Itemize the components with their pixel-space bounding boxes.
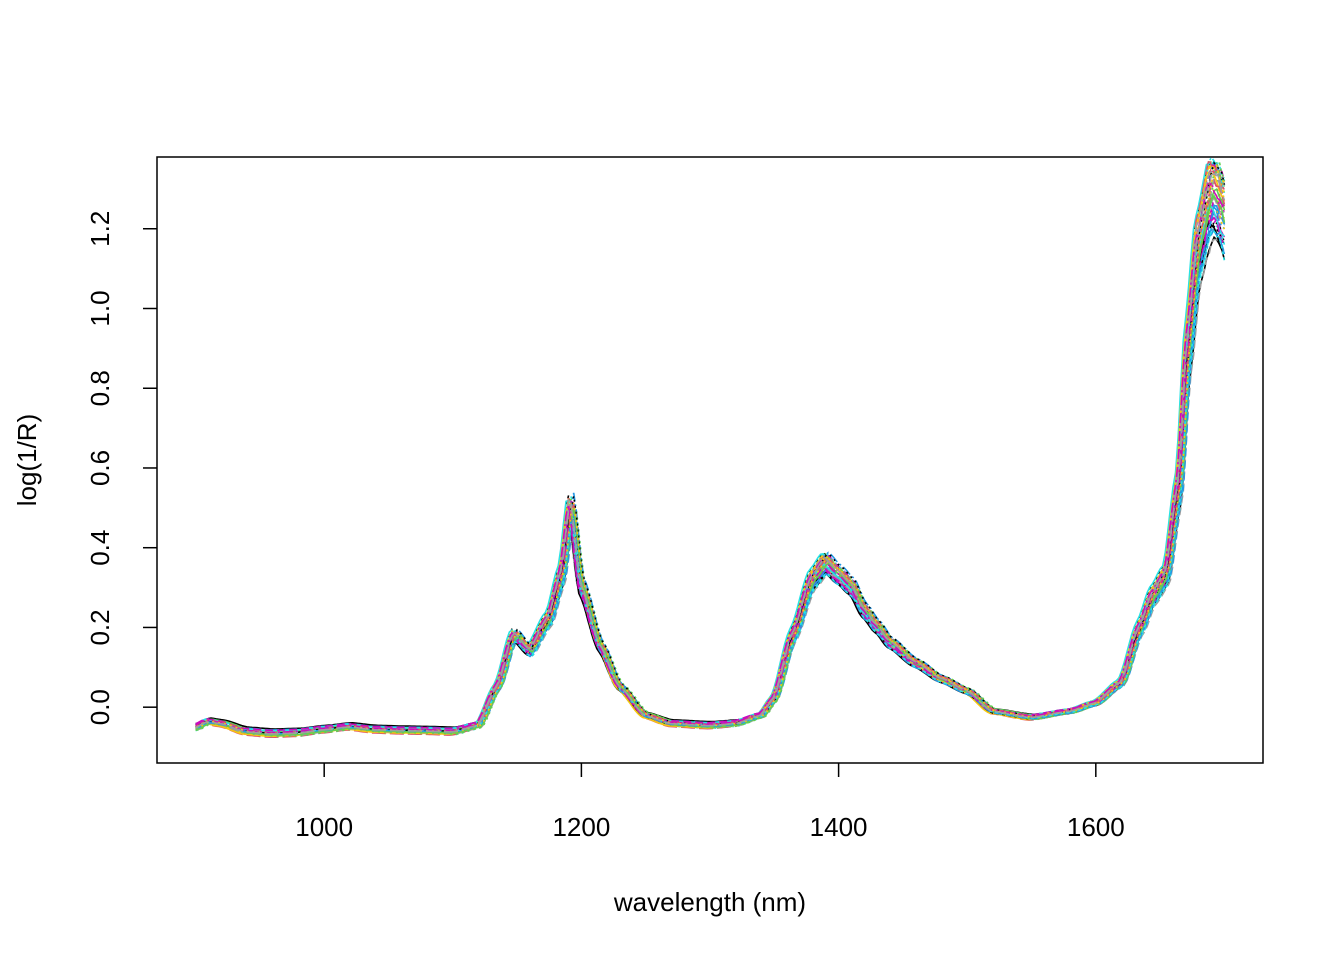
spectrum-line [195,188,1226,733]
series-layer [195,155,1226,738]
spectrum-line [195,175,1226,735]
spectrum-line [195,208,1226,733]
spectrum-line [195,161,1226,735]
spectrum-line [195,166,1225,737]
x-tick-label: 1200 [552,812,610,842]
spectrum-line [195,178,1226,735]
spectrum-line [195,196,1225,733]
spectrum-line [195,222,1226,735]
spectrum-line [195,194,1226,736]
spectrum-line [195,228,1226,735]
x-tick-label: 1000 [295,812,353,842]
spectrum-line [195,205,1225,732]
spectrum-line [195,211,1226,735]
spectrum-line [195,170,1226,737]
spectrum-line [195,223,1226,735]
spectrum-line [195,199,1225,736]
y-tick-label: 0.0 [85,689,115,725]
spectrum-line [195,195,1225,734]
spectrum-line [195,167,1226,737]
y-tick-label: 0.6 [85,450,115,486]
spectrum-line [195,168,1226,738]
x-axis-title: wavelength (nm) [613,887,806,917]
spectrum-line [195,155,1225,736]
y-axis-title: log(1/R) [12,414,42,506]
spectrum-line [195,172,1226,737]
y-tick-label: 1.2 [85,211,115,247]
spectrum-line [195,164,1225,737]
spectrum-line [195,179,1226,733]
spectrum-line [195,219,1226,732]
spectrum-line [195,156,1225,738]
x-tick-label: 1600 [1067,812,1125,842]
spectrum-line [195,161,1226,734]
spectrum-line [195,159,1225,734]
spectrum-line [195,163,1225,734]
spectrum-line [195,162,1225,734]
spectrum-line [195,171,1225,736]
spectrum-line [195,235,1226,730]
y-tick-label: 0.8 [85,370,115,406]
spectrum-line [195,204,1226,734]
spectrum-line [195,216,1225,732]
spectrum-line [195,187,1226,733]
x-axis: 1000 1200 1400 1600 [295,763,1125,842]
y-tick-label: 1.0 [85,290,115,326]
spectrum-line [195,160,1225,735]
spectrum-line [195,197,1226,736]
spectrum-line [195,172,1226,735]
spectrum-line [195,220,1226,734]
spectrum-line [195,180,1226,734]
spectrum-line [195,170,1226,737]
plot-frame [156,156,1264,764]
spectrum-line [195,226,1226,731]
spectrum-line [195,207,1226,734]
x-tick-label: 1400 [810,812,868,842]
spectrum-line [195,164,1226,736]
y-axis: 0.0 0.2 0.4 0.6 0.8 1.0 1.2 [85,211,157,725]
spectrum-line [195,160,1226,738]
spectrum-line [195,198,1225,735]
spectrum-line [195,238,1226,733]
y-tick-label: 0.2 [85,609,115,645]
spectrum-line [195,205,1226,734]
spectrum-line [195,180,1225,734]
y-tick-label: 0.4 [85,530,115,566]
spectrum-line [195,229,1226,734]
